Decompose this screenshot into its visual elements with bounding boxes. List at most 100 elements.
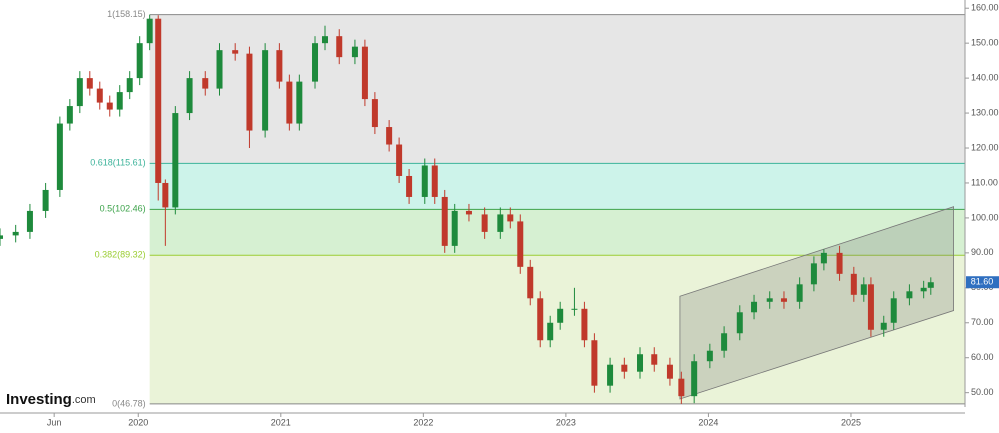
candles — [0, 14, 934, 404]
candle-body — [361, 46, 368, 100]
candle-body — [406, 175, 413, 197]
y-tick-label: 130.00 — [971, 107, 999, 117]
candle-body — [126, 78, 133, 93]
candle-body — [386, 127, 393, 145]
x-tick-label: 2022 — [413, 417, 433, 427]
x-tick-label: 2020 — [128, 417, 148, 427]
candle-body — [431, 165, 438, 197]
candle-body — [751, 301, 758, 313]
fib-label: 0.5(102.46) — [100, 204, 146, 214]
y-tick-label: 60.00 — [971, 352, 994, 362]
candle-body — [246, 53, 253, 131]
channel — [679, 206, 954, 400]
fib-band — [149, 255, 965, 404]
candle-body — [796, 284, 803, 302]
candle-body — [56, 123, 63, 190]
fib-band — [149, 163, 965, 210]
candle-body — [497, 214, 504, 232]
candle-body — [451, 210, 458, 246]
candle-body — [621, 364, 628, 372]
candle-body — [706, 350, 713, 362]
candle-body — [66, 106, 73, 124]
candle-body — [906, 291, 913, 299]
candle-body — [836, 252, 843, 274]
candle-body — [517, 221, 524, 267]
candle-body — [766, 298, 773, 302]
candle-body — [507, 214, 514, 222]
candle-body — [162, 182, 169, 208]
logo: Investing.com — [6, 391, 96, 408]
candle-body — [547, 322, 554, 341]
candle-body — [581, 308, 588, 341]
candle-body — [651, 354, 658, 365]
candle-body — [321, 36, 328, 44]
candle-body — [262, 50, 269, 131]
candle-body — [860, 284, 867, 295]
logo-name: Investing — [6, 391, 72, 408]
candle-body — [155, 18, 162, 183]
candle-body — [780, 298, 787, 302]
candle-body — [136, 43, 143, 79]
last-price-box — [966, 276, 999, 289]
candle-body — [890, 298, 897, 323]
x-tick-label: Jun — [47, 417, 62, 427]
candle-body — [736, 312, 743, 334]
candle-body — [850, 273, 857, 295]
candle-body — [216, 50, 223, 89]
candle-body — [691, 361, 698, 397]
candle-body — [571, 308, 578, 310]
candle-body — [12, 231, 19, 236]
candle-body — [721, 333, 728, 351]
fib-label: 0.618(115.61) — [90, 158, 145, 168]
fib-label: 1(158.15) — [107, 9, 146, 19]
candle-body — [371, 99, 378, 128]
candle-body — [537, 298, 544, 341]
candle-body — [336, 36, 343, 58]
y-tick-label: 100.00 — [971, 212, 999, 222]
candle-body — [481, 214, 488, 232]
fib-bands: 1(158.15) 0.618(115.61) 0.5(102.46) 0.382(8… — [90, 9, 965, 408]
fib-label: 0(46.78) — [112, 398, 146, 408]
y-tick-label: 140.00 — [971, 72, 999, 82]
candle-body — [607, 364, 614, 386]
candle-body — [286, 81, 293, 124]
candle-body — [557, 308, 564, 323]
candle-body — [86, 78, 93, 89]
candle-body — [96, 88, 103, 103]
candle-body — [927, 282, 934, 288]
y-tick-label: 160.00 — [971, 3, 999, 13]
candle-body — [591, 340, 598, 386]
x-tick-label: 2023 — [556, 417, 576, 427]
candle-body — [527, 266, 534, 299]
candle-body — [276, 50, 283, 82]
candle-body — [232, 50, 239, 54]
candle-body — [296, 81, 303, 124]
candle-body — [76, 78, 83, 107]
candle-body — [810, 263, 817, 285]
x-tick-label: 2024 — [698, 417, 718, 427]
y-tick-label: 150.00 — [971, 38, 999, 48]
candle-body — [820, 252, 827, 264]
candle-body — [351, 46, 358, 58]
logo-suffix: .com — [72, 394, 96, 406]
candle-body — [312, 43, 319, 82]
candle-body — [202, 78, 209, 89]
x-tick-label: 2021 — [271, 417, 291, 427]
candle-body — [880, 322, 887, 330]
fib-band — [149, 14, 965, 164]
candle-body — [146, 18, 153, 44]
candle-body — [867, 284, 874, 330]
candle-body — [441, 196, 448, 246]
candle-body — [42, 189, 49, 211]
candle-body — [920, 287, 927, 292]
candle-body — [678, 378, 685, 397]
candle-body — [666, 364, 673, 379]
candle-body — [465, 210, 472, 215]
fib-label: 0.382(89.32) — [95, 250, 146, 260]
candle-body — [26, 210, 33, 232]
candle-body — [396, 144, 403, 176]
y-tick-label: 90.00 — [971, 247, 994, 257]
